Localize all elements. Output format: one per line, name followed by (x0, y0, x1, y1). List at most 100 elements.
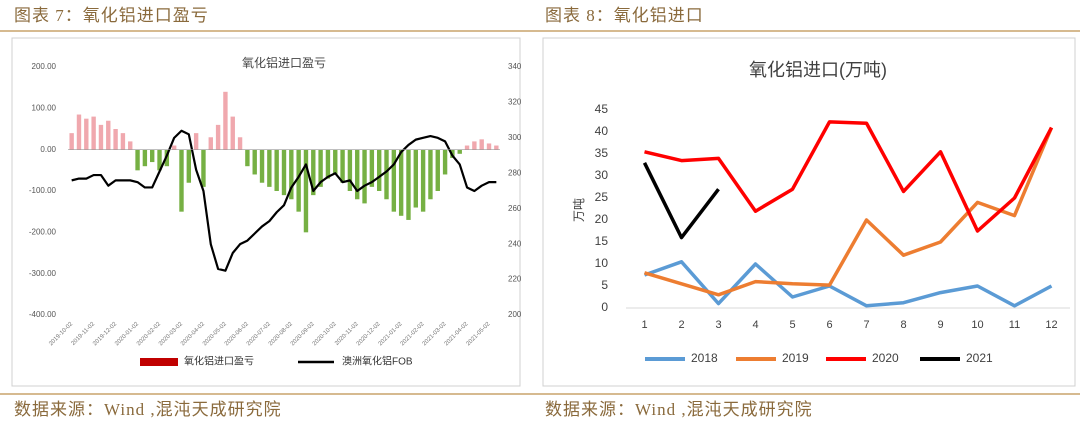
bar (369, 149, 375, 187)
bar (413, 149, 418, 208)
bar (420, 149, 426, 212)
y2-tick-label: 280 (508, 168, 522, 177)
panel (11, 37, 521, 387)
bar (486, 143, 492, 150)
bar (193, 133, 199, 150)
bar (289, 149, 294, 200)
y-tick-label: 20 (595, 212, 609, 226)
bar (128, 141, 133, 150)
x-tick-label: 3 (715, 319, 721, 331)
bar (106, 120, 111, 150)
x-tick-label: 2 (678, 319, 684, 331)
y-tick-label: -300.00 (29, 269, 57, 278)
bar (179, 149, 184, 212)
source: 数据来源：Wind ,混沌天成研究院 (14, 400, 282, 419)
y2-tick-label: 220 (508, 275, 522, 284)
bar (274, 149, 279, 191)
y-tick-label: 30 (595, 168, 609, 182)
bar (150, 149, 155, 163)
y-tick-label: 35 (595, 146, 609, 160)
bar (391, 149, 397, 212)
bar (406, 149, 411, 220)
x-tick-label: 9 (937, 319, 943, 331)
y-tick-label: 5 (601, 278, 608, 292)
x-tick-label: 11 (1009, 319, 1020, 331)
chart-title: 氧化铝进口盈亏 (242, 55, 326, 70)
bar (142, 149, 148, 167)
bar (376, 149, 382, 191)
heading: 图表 7：氧化铝进口盈亏 (14, 6, 209, 25)
bar (479, 139, 484, 150)
x-tick-label: 5 (789, 319, 795, 331)
bar (494, 145, 499, 150)
legend-label: 澳洲氧化铝FOB (342, 355, 413, 368)
bar (157, 149, 162, 171)
bar (281, 149, 287, 196)
legend-swatch (140, 358, 178, 366)
bar (237, 137, 243, 150)
bar (98, 124, 104, 150)
bar (201, 149, 206, 187)
bar (113, 129, 118, 150)
bar (333, 149, 338, 175)
heading: 图表 8：氧化铝进口 (545, 6, 704, 25)
bar (76, 114, 82, 150)
bar (171, 145, 177, 150)
y2-tick-label: 200 (508, 310, 522, 319)
bar (340, 149, 345, 183)
y2-tick-label: 340 (508, 62, 522, 71)
bar (245, 149, 250, 167)
x-tick-label: 12 (1045, 319, 1057, 331)
y-tick-label: -400.00 (29, 310, 57, 319)
bar (457, 149, 462, 154)
bar (120, 133, 126, 150)
legend-label: 2019 (782, 351, 809, 365)
x-tick-label: 4 (752, 319, 758, 331)
bar (398, 149, 404, 216)
bar (84, 118, 89, 150)
bar (311, 149, 316, 196)
bar (267, 149, 272, 187)
y-tick-label: -100.00 (29, 186, 57, 195)
legend-label: 氧化铝进口盈亏 (184, 355, 254, 368)
y-tick-label: 25 (595, 190, 609, 204)
y-tick-label: 200.00 (32, 62, 57, 71)
bar (303, 149, 309, 233)
bar (442, 149, 448, 175)
bar (355, 149, 360, 200)
bar (296, 149, 301, 212)
bar (69, 133, 74, 150)
y2-tick-label: 260 (508, 204, 522, 213)
x-tick-label: 1 (641, 319, 647, 331)
y-tick-label: 15 (595, 234, 609, 248)
bar (208, 137, 213, 150)
y-tick-label: 0 (601, 300, 608, 314)
bar (384, 149, 389, 200)
line (644, 126, 1054, 297)
bar (215, 124, 221, 150)
bar (252, 149, 257, 175)
y2-tick-label: 240 (508, 239, 522, 248)
bar (186, 149, 192, 183)
bar (347, 149, 353, 191)
bar (325, 149, 331, 179)
legend-label: 2020 (872, 351, 899, 365)
bar (135, 149, 140, 171)
panel (542, 37, 1076, 387)
x-tick-label: 8 (900, 319, 906, 331)
chart-title: 氧化铝进口(万吨) (749, 60, 887, 80)
bar (435, 149, 440, 191)
y-tick-label: 0.00 (40, 145, 56, 154)
legend-label: 2018 (691, 351, 718, 365)
y-tick-label: 100.00 (32, 103, 57, 112)
bar (259, 149, 265, 183)
bar (318, 149, 323, 187)
line (643, 260, 1053, 308)
bar (464, 145, 470, 150)
y-axis-label: 万吨 (572, 198, 586, 222)
bar (91, 116, 96, 150)
line (644, 120, 1054, 233)
y2-tick-label: 300 (508, 133, 522, 142)
bar (362, 149, 367, 204)
